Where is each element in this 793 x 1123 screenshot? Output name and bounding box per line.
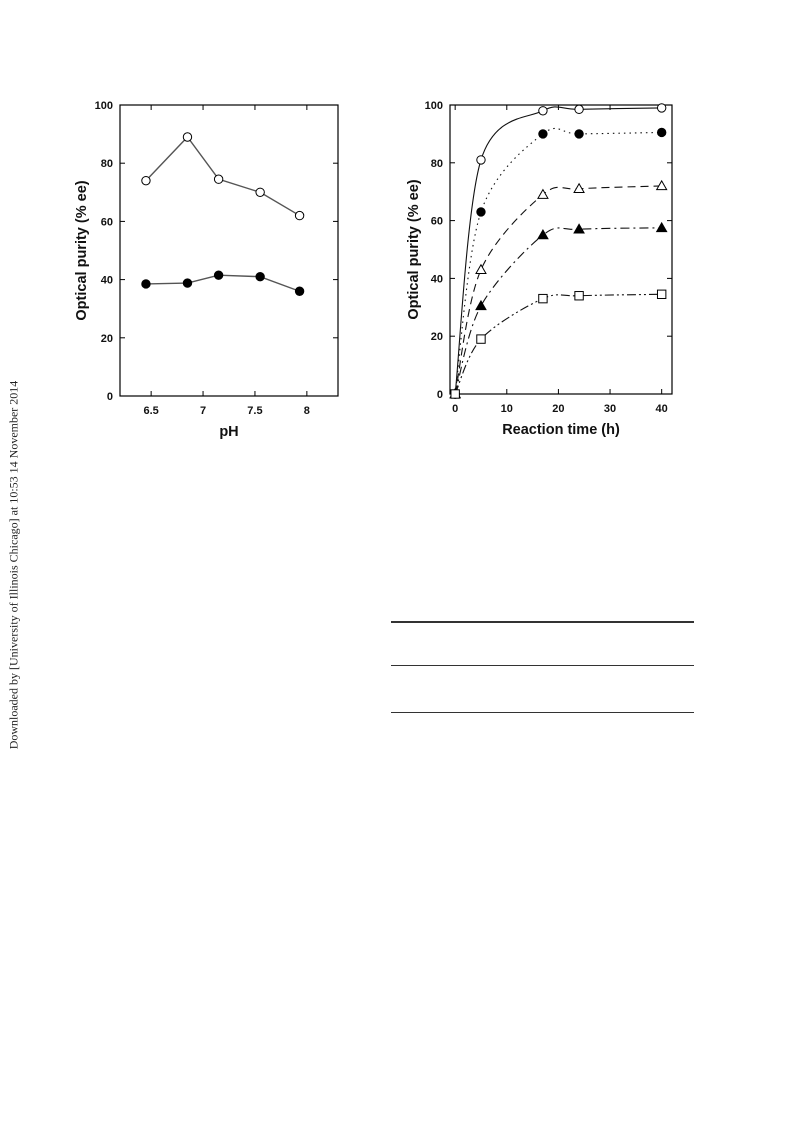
x-tick-label: 10 xyxy=(501,403,513,415)
x-axis-title: Reaction time (h) xyxy=(502,422,620,438)
y-tick-label: 40 xyxy=(101,275,113,287)
download-note: Downloaded by [University of Illinois Ch… xyxy=(0,0,21,1123)
data-point xyxy=(182,278,193,288)
y-tick-label: 0 xyxy=(107,391,113,403)
data-point xyxy=(476,334,486,344)
series-2 xyxy=(450,127,667,399)
y-tick-label: 100 xyxy=(95,100,113,112)
data-point xyxy=(213,270,224,280)
data-point xyxy=(450,389,460,399)
series-1 xyxy=(450,103,667,399)
x-tick-label: 7.5 xyxy=(247,405,262,417)
data-point xyxy=(538,106,548,116)
data-point xyxy=(141,279,151,289)
table-bottom-rule xyxy=(391,712,694,713)
y-tick-label: 40 xyxy=(431,273,443,285)
data-point xyxy=(538,129,548,139)
x-tick-label: 0 xyxy=(452,403,458,415)
series-line xyxy=(454,227,662,395)
series-line xyxy=(454,127,662,395)
data-point xyxy=(574,291,584,301)
data-point xyxy=(537,188,549,199)
data-point xyxy=(574,104,584,115)
data-point xyxy=(573,182,585,194)
data-point xyxy=(255,187,265,198)
data-point xyxy=(573,223,585,234)
y-axis-title: Optical purity (% ee) xyxy=(74,180,90,320)
y-axis-title: Optical purity (% ee) xyxy=(406,179,422,319)
y-tick-label: 20 xyxy=(431,331,443,343)
data-point xyxy=(294,286,305,296)
plot-frame xyxy=(449,104,673,395)
table-mid-rule xyxy=(391,665,694,666)
download-note-text: Downloaded by [University of Illinois Ch… xyxy=(6,380,21,750)
data-point xyxy=(476,155,486,165)
series-line xyxy=(454,106,662,395)
x-tick-label: 6.5 xyxy=(143,405,158,417)
x-tick-label: 8 xyxy=(304,405,310,417)
series-2 xyxy=(141,270,305,296)
y-tick-label: 80 xyxy=(431,158,443,170)
data-point xyxy=(141,175,151,186)
chart-time-vs-optical-purity: 0 10 20 30 40 0 20 40 60 80 100 Reaction time (h) Op… xyxy=(406,100,673,438)
x-tick-label: 7 xyxy=(200,405,206,417)
data-point xyxy=(475,299,487,311)
data-point xyxy=(656,289,667,299)
series-1 xyxy=(141,132,305,221)
series-line xyxy=(145,274,300,292)
plot-frame xyxy=(119,104,339,397)
series-5 xyxy=(450,289,667,399)
data-point xyxy=(537,229,549,240)
x-tick-label: 40 xyxy=(656,403,668,415)
data-point xyxy=(656,103,667,113)
x-tick-label: 20 xyxy=(552,403,564,415)
y-tick-label: 20 xyxy=(101,333,113,345)
data-point xyxy=(655,179,668,191)
data-point xyxy=(294,210,305,221)
data-point xyxy=(655,221,668,233)
x-tick-label: 30 xyxy=(604,403,616,415)
x-axis-title: pH xyxy=(219,424,238,440)
data-point xyxy=(182,132,193,142)
data-point xyxy=(475,263,487,274)
y-tick-label: 80 xyxy=(101,158,113,170)
table-top-rule xyxy=(391,621,694,623)
data-point xyxy=(538,293,548,304)
data-point xyxy=(574,129,584,139)
y-tick-label: 0 xyxy=(437,389,443,401)
y-tick-label: 100 xyxy=(425,100,443,112)
y-tick-label: 60 xyxy=(101,216,113,228)
series-4 xyxy=(449,221,668,399)
data-point xyxy=(656,127,667,138)
data-point xyxy=(213,174,224,184)
series-line xyxy=(145,135,300,217)
data-point xyxy=(476,207,486,217)
data-point xyxy=(255,271,265,282)
y-tick-label: 60 xyxy=(431,216,443,228)
series-line xyxy=(454,185,662,395)
